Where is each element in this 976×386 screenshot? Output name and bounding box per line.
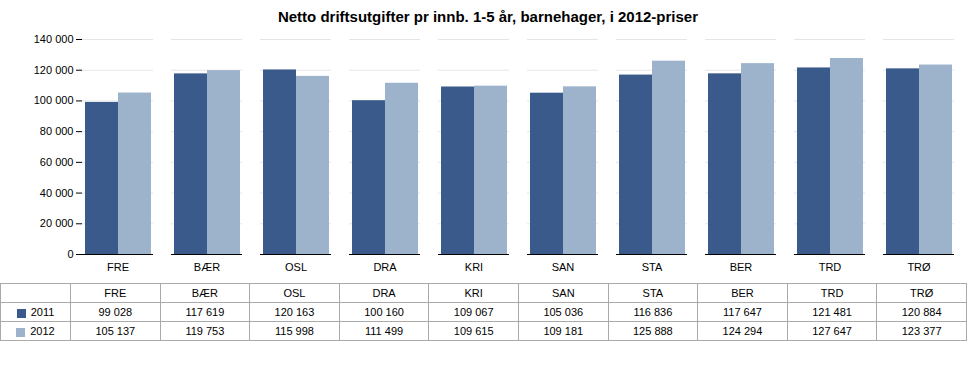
html-text:Netto driftsutgifter pr innb.: Netto driftsutgifter pr innb. 1-5 år, ba… <box>277 8 698 25</box>
html-text:FRE: FRE <box>104 287 127 299</box>
svg-text:OSL: OSL <box>285 261 307 273</box>
html-text:DRA: DRA <box>372 287 396 299</box>
html-text:100 160: 100 160 <box>364 306 404 318</box>
html-text:109 615: 109 615 <box>453 325 494 337</box>
html-text:117 619: 117 619 <box>185 306 225 318</box>
html-text:STA: STA <box>642 287 664 299</box>
html-text:TRØ: TRØ <box>910 287 934 299</box>
svg-text:100 000: 100 000 <box>34 94 74 106</box>
html-text:109 181: 109 181 <box>543 325 584 337</box>
html-text:105 036: 105 036 <box>543 306 584 318</box>
html-text:121 481: 121 481 <box>812 306 852 318</box>
svg-text:120 000: 120 000 <box>34 64 74 76</box>
svg-text:STA: STA <box>642 261 663 273</box>
html-text:2012: 2012 <box>30 325 55 337</box>
svg-text:80 000: 80 000 <box>40 125 74 137</box>
html-text:OSL: OSL <box>283 287 306 299</box>
html-text:116 836: 116 836 <box>633 306 673 318</box>
html-text:123 377: 123 377 <box>901 325 942 337</box>
svg-text:DRA: DRA <box>373 261 397 273</box>
html-text:111 499: 111 499 <box>365 325 404 337</box>
html-text:2011: 2011 <box>30 306 55 318</box>
svg-text:TRD: TRD <box>819 261 842 273</box>
svg-text:SAN: SAN <box>552 261 575 273</box>
html-text:BÆR: BÆR <box>191 287 218 299</box>
html-text:115 998: 115 998 <box>275 325 314 337</box>
html-text:127 647: 127 647 <box>812 325 852 337</box>
html-text:119 753: 119 753 <box>185 325 225 337</box>
html-text:120 884: 120 884 <box>901 306 942 318</box>
svg-text:0: 0 <box>67 248 73 260</box>
html-text:KRI: KRI <box>464 287 483 299</box>
svg-text:40 000: 40 000 <box>40 187 74 199</box>
html-text:BER: BER <box>731 287 754 299</box>
html-text:109 067: 109 067 <box>453 306 494 318</box>
svg-text:140 000: 140 000 <box>34 33 74 45</box>
svg-text:BÆR: BÆR <box>194 261 220 273</box>
html-text:124 294: 124 294 <box>722 325 763 337</box>
html-text:125 888: 125 888 <box>633 325 673 337</box>
html-text:TRD: TRD <box>820 287 844 299</box>
svg-text:FRE: FRE <box>107 261 129 273</box>
svg-text:60 000: 60 000 <box>40 156 74 168</box>
html-text:SAN: SAN <box>552 287 575 299</box>
html-text:99 028: 99 028 <box>98 306 133 318</box>
html-text:120 163: 120 163 <box>274 306 315 318</box>
html-text:105 137: 105 137 <box>95 325 136 337</box>
svg-text:20 000: 20 000 <box>40 217 74 229</box>
html-text:117 647: 117 647 <box>723 306 762 318</box>
svg-text:KRI: KRI <box>465 261 483 273</box>
svg-text:TRØ: TRØ <box>907 261 931 273</box>
svg-text:BER: BER <box>730 261 753 273</box>
